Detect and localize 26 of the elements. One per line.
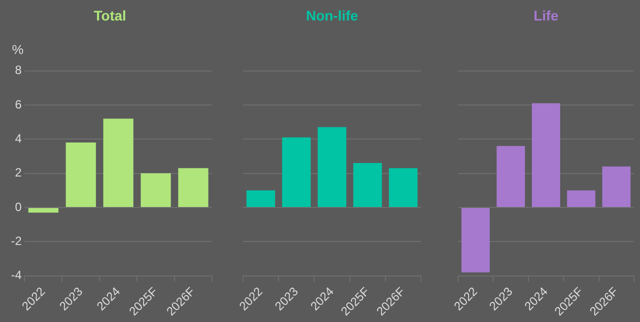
y-axis-title: % [12,42,24,57]
bar [282,137,311,207]
y-tick-label: -4 [11,268,22,282]
bar [532,103,560,207]
bar [353,163,382,207]
bar [178,168,208,207]
bar [140,173,171,207]
bar [461,208,490,272]
bar [318,127,346,207]
y-tick-label: 8 [14,63,22,78]
bar [567,190,596,207]
bar [103,118,134,207]
bar [388,168,418,207]
y-tick-label: -2 [11,234,22,248]
chart-title: Life [534,7,559,24]
bar [66,142,96,207]
chart-title: Non-life [306,7,358,24]
y-tick-label: 6 [14,97,22,112]
y-tick-label: 0 [14,200,22,214]
y-tick-label: 2 [14,166,22,180]
bar [602,166,631,207]
y-tick-label: 4 [14,131,22,146]
bar [246,190,276,207]
chart-title: Total [94,7,126,24]
bar [496,146,525,207]
bar [28,208,58,213]
